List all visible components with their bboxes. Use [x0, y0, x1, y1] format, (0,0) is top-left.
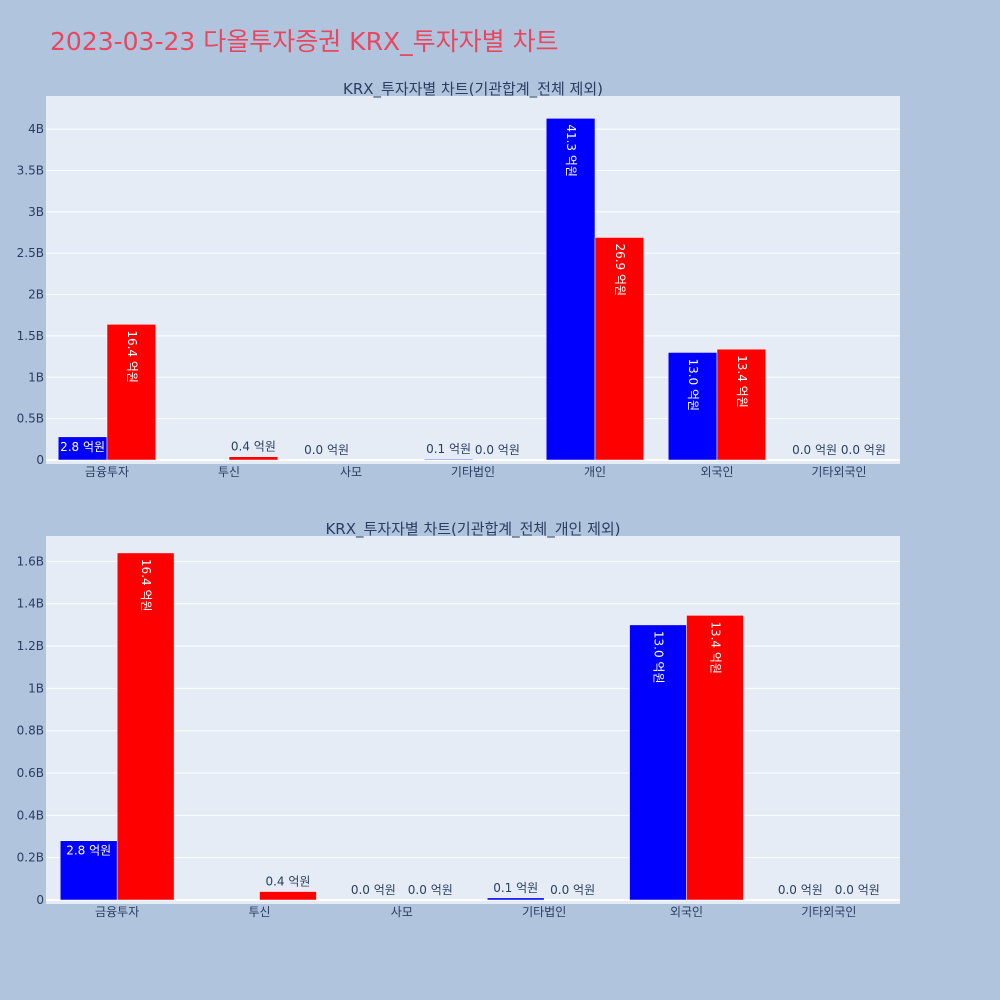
bar [486, 897, 545, 901]
data-label: 0.0 억원 [351, 883, 396, 897]
y-tick-label: 2B [28, 288, 44, 302]
data-label: 13.0 억원 [686, 358, 700, 411]
y-tick-label: 0.8B [17, 724, 44, 738]
bar [686, 615, 744, 901]
data-label: 0.1 억원 [426, 442, 471, 456]
y-tick-label: 1B [28, 370, 44, 384]
x-tick-label: 투신 [218, 465, 240, 479]
bar [423, 458, 474, 461]
x-tick-label: 외국인 [670, 905, 703, 919]
y-tick-label: 1.5B [17, 329, 44, 343]
x-tick-label: 기타외국인 [811, 465, 866, 479]
data-label: 0.0 억원 [778, 883, 823, 897]
data-label: 0.4 억원 [265, 875, 310, 889]
plot-area-2 [46, 536, 900, 904]
bar [116, 552, 175, 901]
bar [594, 237, 645, 461]
data-label: 2.8 억원 [66, 844, 111, 858]
y-tick-label: 3.5B [17, 163, 44, 177]
x-tick-label: 사모 [340, 465, 362, 479]
bar [667, 352, 718, 461]
data-label: 0.4 억원 [231, 440, 276, 454]
y-tick-label: 2.5B [17, 246, 44, 260]
plot-area-1 [46, 96, 900, 464]
data-label: 13.4 억원 [735, 355, 749, 408]
y-tick-label: 0 [36, 893, 44, 907]
bar [716, 348, 767, 461]
chart-title: KRX_투자자별 차트(기관합계_전체_개인 제외) [325, 520, 620, 539]
x-tick-label: 기타법인 [451, 465, 495, 479]
x-tick-label: 개인 [584, 465, 606, 479]
bar [228, 456, 279, 461]
y-tick-label: 0.5B [17, 412, 44, 426]
data-label: 16.4 억원 [139, 559, 153, 612]
x-tick-label: 금융투자 [85, 465, 129, 479]
data-label: 0.0 억원 [475, 443, 520, 457]
x-tick-label: 금융투자 [95, 905, 139, 919]
y-tick-label: 0 [36, 453, 44, 467]
y-tick-label: 1.2B [17, 639, 44, 653]
x-tick-label: 기타법인 [522, 905, 566, 919]
y-tick-label: 1B [28, 681, 44, 695]
data-label: 13.4 억원 [708, 621, 722, 674]
data-label: 0.0 억원 [835, 883, 880, 897]
data-label: 13.0 억원 [652, 631, 666, 684]
x-tick-label: 투신 [248, 905, 270, 919]
data-label: 26.9 억원 [613, 243, 627, 296]
data-label: 0.0 억원 [792, 443, 837, 457]
data-label: 0.0 억원 [304, 443, 349, 457]
bar [106, 324, 157, 461]
x-tick-label: 사모 [391, 905, 413, 919]
y-tick-label: 3B [28, 205, 44, 219]
bar [629, 624, 687, 901]
y-tick-label: 0.2B [17, 851, 44, 865]
x-tick-label: 외국인 [700, 465, 733, 479]
y-tick-label: 0.6B [17, 766, 44, 780]
data-label: 0.0 억원 [408, 883, 453, 897]
data-label: 41.3 억원 [564, 124, 578, 177]
x-tick-label: 기타외국인 [801, 905, 856, 919]
page-title: 2023-03-23 다올투자증권 KRX_투자자별 차트 [50, 27, 559, 56]
data-label: 0.1 억원 [493, 881, 538, 895]
y-tick-label: 0.4B [17, 808, 44, 822]
y-tick-label: 1.4B [17, 597, 44, 611]
y-tick-label: 1.6B [17, 554, 44, 568]
data-label: 0.0 억원 [550, 883, 595, 897]
bar [259, 891, 317, 901]
bar [59, 840, 118, 901]
y-tick-label: 4B [28, 122, 44, 136]
data-label: 16.4 억원 [125, 330, 139, 383]
data-label: 2.8 억원 [60, 440, 105, 454]
data-label: 0.0 억원 [841, 443, 886, 457]
chart-title: KRX_투자자별 차트(기관합계_전체 제외) [343, 80, 603, 99]
